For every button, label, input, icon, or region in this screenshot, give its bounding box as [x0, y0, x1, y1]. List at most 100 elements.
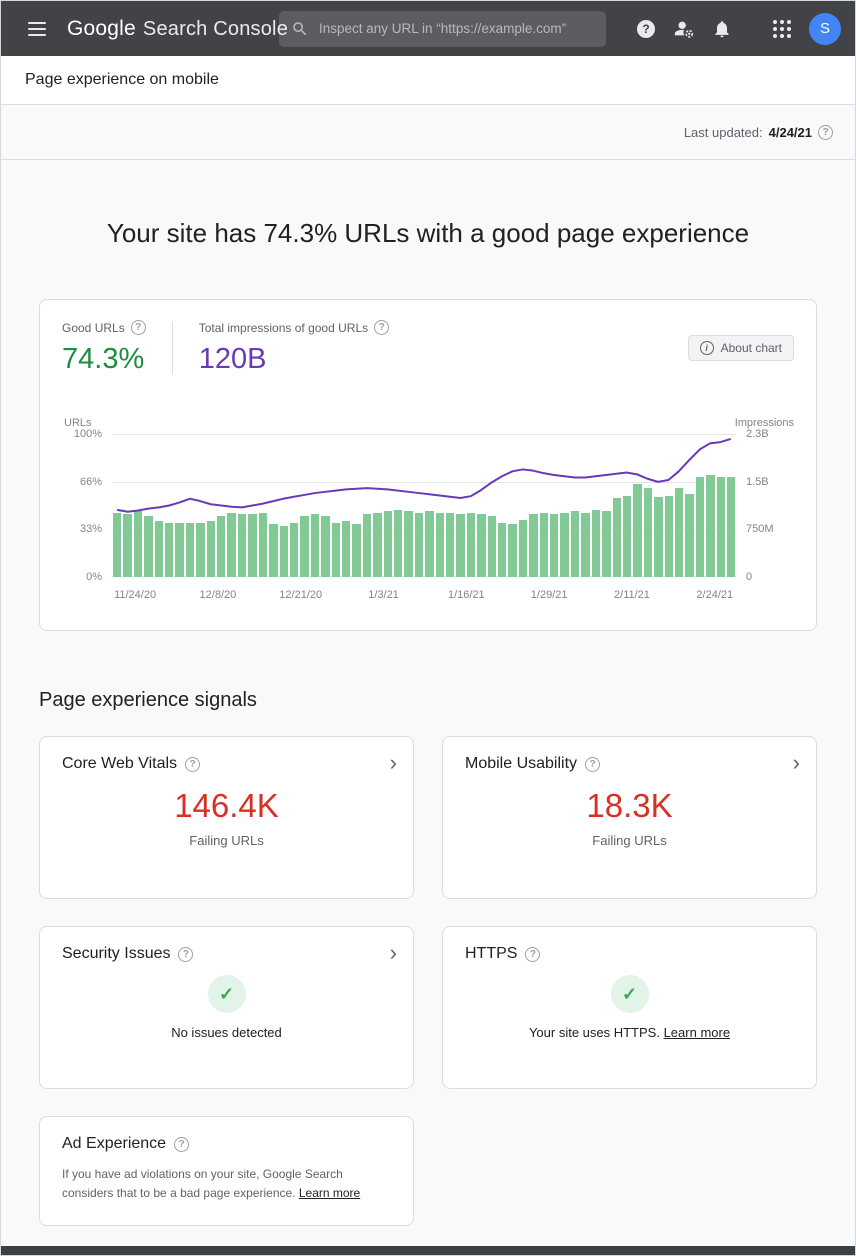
check-icon: ✓ [207, 975, 246, 1013]
menu-button[interactable] [17, 9, 57, 49]
url-bar [539, 512, 549, 577]
y-axis-tick: 2.3B [746, 428, 769, 440]
https-learn-more-link[interactable]: Learn more [663, 1025, 731, 1040]
y-axis-tick: 66% [79, 475, 102, 488]
url-bar [487, 515, 497, 577]
bell-icon [712, 19, 732, 39]
card-title: Mobile Usability [465, 755, 578, 772]
y-axis-right: Impressions 2.3B 1.5B 750M 0 [735, 417, 794, 583]
url-bar [269, 524, 278, 577]
url-bar [425, 511, 434, 577]
y-axis-tick: 750M [746, 523, 774, 536]
last-updated-label: Last updated: [683, 124, 763, 140]
avatar[interactable]: S [809, 12, 841, 45]
url-bar [602, 511, 611, 577]
ad-experience-body: If you have ad violations on your site, … [62, 1165, 391, 1202]
url-bar [446, 512, 455, 577]
url-bar [227, 512, 236, 577]
avatar-letter: S [819, 20, 830, 37]
security-issues-card[interactable]: Security Issues ? › ✓ No issues detected [39, 926, 414, 1089]
mobile-usability-card[interactable]: Mobile Usability ? › 18.3K Failing URLs [442, 736, 817, 899]
app-logo[interactable]: Google Search Console [67, 17, 288, 41]
url-bar [674, 488, 684, 577]
signals-grid: Core Web Vitals ? › 146.4K Failing URLs … [39, 736, 817, 1226]
url-bar [331, 522, 340, 577]
impressions-line-series [112, 434, 736, 577]
impressions-value: 120B [198, 343, 267, 375]
url-bar [570, 511, 580, 577]
x-axis-label: 2/24/21 [696, 589, 734, 601]
core-web-vitals-card[interactable]: Core Web Vitals ? › 146.4K Failing URLs [39, 736, 414, 899]
url-bar [414, 512, 424, 577]
core-web-vitals-help-icon[interactable]: ? [185, 756, 201, 772]
failing-urls-count: 18.3K [586, 787, 673, 824]
breadcrumb-bar: Page experience on mobile [1, 56, 855, 105]
url-bar [435, 512, 444, 577]
url-bar [248, 514, 257, 577]
header-actions: ? [627, 10, 841, 48]
good-urls-stat: Good URLs ? 74.3% [62, 320, 146, 376]
x-axis-label: 1/16/21 [447, 589, 485, 601]
chevron-right-icon[interactable]: › [389, 750, 397, 775]
about-chart-label: About chart [720, 341, 782, 355]
chart-plot-area[interactable] [112, 434, 736, 577]
y-axis-tick: 1.5B [746, 475, 769, 488]
y-axis-tick: 100% [73, 428, 102, 440]
url-bar [581, 512, 590, 577]
notifications-button[interactable] [703, 10, 741, 48]
security-issues-help-icon[interactable]: ? [178, 946, 194, 962]
chevron-right-icon[interactable]: › [389, 940, 397, 965]
good-urls-help-icon[interactable]: ? [130, 320, 146, 335]
https-help-icon[interactable]: ? [525, 946, 541, 962]
good-urls-label: Good URLs [62, 320, 125, 335]
failing-urls-caption: Failing URLs [189, 833, 264, 848]
url-bar [643, 488, 653, 577]
last-updated-help-icon[interactable]: ? [818, 124, 833, 140]
url-bar [113, 512, 122, 577]
check-icon: ✓ [610, 975, 649, 1013]
user-gear-icon [673, 18, 695, 40]
url-bar [185, 522, 195, 577]
x-axis-label: 1/29/21 [530, 589, 568, 601]
url-bar [664, 495, 673, 577]
url-bar [373, 512, 382, 577]
url-bar [685, 494, 694, 577]
url-bar [206, 521, 216, 577]
url-bar [550, 514, 559, 577]
url-bar [508, 524, 517, 577]
chart: URLs 100% 66% 33% 0% Impressions 2.3B 1 [62, 417, 794, 583]
url-bar [560, 512, 569, 577]
last-updated-date: 4/24/21 [768, 124, 812, 140]
impressions-stat: Total impressions of good URLs ? 120B [198, 320, 390, 376]
url-bar [279, 525, 288, 577]
url-bar [695, 476, 705, 577]
url-inspection-searchbox[interactable] [279, 10, 606, 47]
gridline [112, 434, 736, 435]
ad-experience-learn-more-link[interactable]: Learn more [298, 1185, 361, 1200]
x-axis-label: 12/21/20 [279, 589, 323, 601]
breadcrumb: Page experience on mobile [25, 71, 219, 88]
ad-experience-help-icon[interactable]: ? [174, 1136, 190, 1152]
user-settings-button[interactable] [665, 10, 703, 48]
search-icon [291, 20, 309, 38]
url-bar [237, 514, 247, 577]
mobile-usability-help-icon[interactable]: ? [585, 756, 601, 772]
card-title: Ad Experience [62, 1135, 167, 1152]
google-apps-button[interactable] [763, 10, 801, 48]
url-bar [383, 511, 392, 577]
impressions-help-icon[interactable]: ? [374, 320, 390, 335]
help-icon: ? [637, 19, 655, 38]
url-bar [154, 521, 164, 577]
y-axis-tick: 33% [79, 523, 102, 536]
url-bar [133, 511, 143, 577]
search-input[interactable] [319, 21, 594, 36]
chevron-right-icon[interactable]: › [792, 750, 800, 775]
about-chart-button[interactable]: i About chart [687, 335, 794, 361]
help-button[interactable]: ? [627, 10, 665, 48]
url-bar [352, 524, 361, 577]
x-axis-label: 11/24/20 [114, 589, 157, 601]
url-bar [217, 515, 226, 577]
gridline [112, 529, 736, 531]
x-axis-label: 12/8/20 [199, 589, 237, 601]
